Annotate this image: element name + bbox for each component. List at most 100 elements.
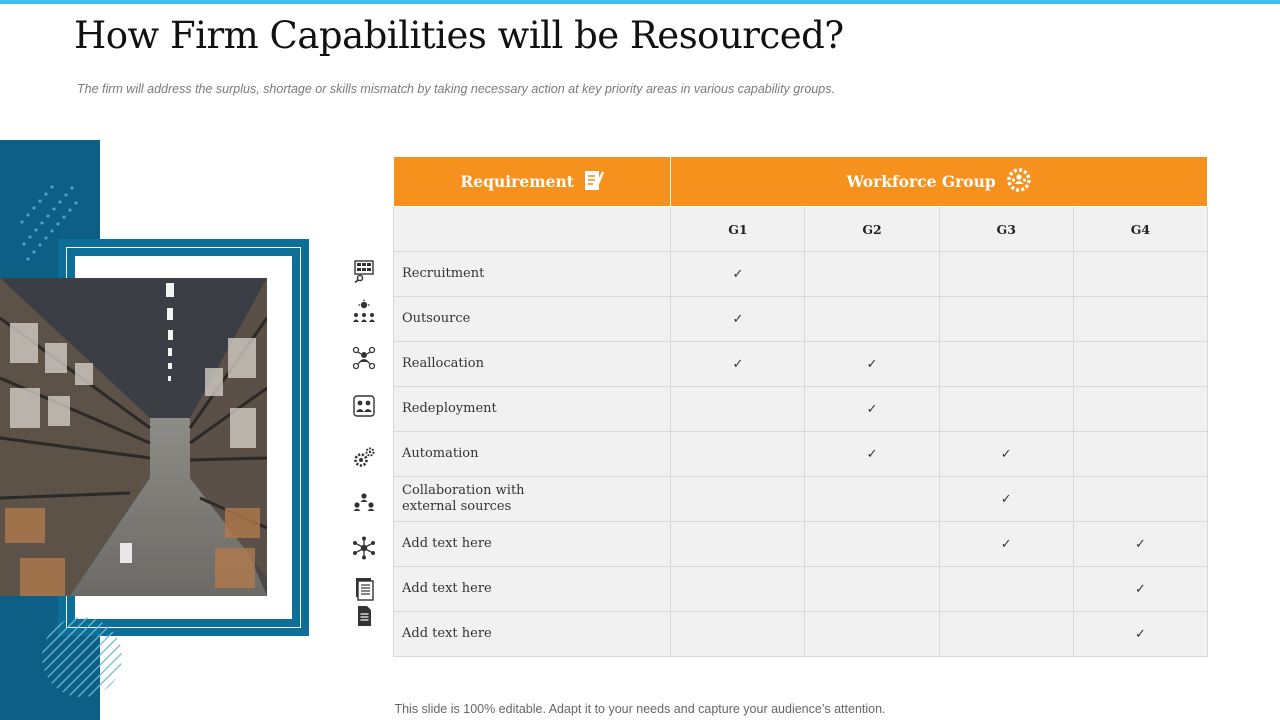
- check-mark: ✓: [732, 356, 744, 372]
- workforce-group-header-label: Workforce Group: [846, 172, 996, 191]
- group-header-row: G1 G2 G3 G4: [392, 206, 1209, 252]
- recruitment-icon: [354, 260, 374, 283]
- requirement-label-line: Redeployment: [402, 401, 497, 416]
- checklist-icon: [584, 171, 604, 190]
- check-cell-g2: ✓: [804, 386, 940, 432]
- slide-subtitle: The firm will address the surplus, short…: [77, 82, 835, 96]
- requirement-label: Recruitment: [392, 251, 672, 297]
- check-cell-g2: ✓: [804, 341, 940, 387]
- collaboration-icon: [353, 493, 375, 511]
- requirement-label-line: Reallocation: [402, 356, 484, 371]
- footer-note: This slide is 100% editable. Adapt it to…: [394, 702, 886, 716]
- check-cell-g2: [804, 566, 940, 612]
- network-icon: [353, 536, 375, 560]
- top-accent-bar: [0, 0, 1280, 4]
- check-cell-g4: [1072, 251, 1209, 297]
- check-cell-g2: [804, 476, 940, 522]
- requirement-header: Requirement: [392, 156, 672, 207]
- slide-title: How Firm Capabilities will be Resourced?: [74, 14, 844, 57]
- requirement-label-line: Recruitment: [402, 266, 485, 281]
- table-row: Automation ✓ ✓: [392, 431, 1209, 477]
- table-row: Outsource ✓: [392, 296, 1209, 342]
- check-cell-g1: ✓: [670, 341, 806, 387]
- check-mark: ✓: [866, 401, 878, 417]
- check-cell-g3: ✓: [938, 521, 1074, 567]
- empty-cell: [392, 206, 672, 252]
- documents-icon: [356, 578, 374, 601]
- reallocation-icon: [352, 346, 376, 370]
- check-cell-g1: [670, 386, 806, 432]
- check-mark: ✓: [1000, 536, 1012, 552]
- check-cell-g4: ✓: [1072, 521, 1209, 567]
- check-cell-g2: [804, 521, 940, 567]
- requirement-header-label: Requirement: [460, 172, 574, 191]
- requirement-label: Collaboration with external sources: [392, 476, 672, 522]
- group-label-g2: G2: [804, 206, 940, 252]
- requirement-label-line: external sources: [402, 499, 512, 514]
- table-row: Collaboration with external sources ✓: [392, 476, 1209, 522]
- requirement-label: Outsource: [392, 296, 672, 342]
- requirement-label-line: Add text here: [402, 536, 492, 551]
- table-row: Add text here ✓: [392, 566, 1209, 612]
- capabilities-table: Requirement Workforce Group: [392, 156, 1209, 657]
- check-mark: ✓: [866, 356, 878, 372]
- requirement-label-line: Automation: [402, 446, 479, 461]
- check-cell-g3: [938, 386, 1074, 432]
- check-mark: ✓: [732, 311, 744, 327]
- check-cell-g3: ✓: [938, 431, 1074, 477]
- check-cell-g4: ✓: [1072, 566, 1209, 612]
- check-cell-g2: [804, 296, 940, 342]
- redeployment-icon: [353, 395, 375, 417]
- check-cell-g4: [1072, 386, 1209, 432]
- requirement-label: Reallocation: [392, 341, 672, 387]
- outsource-icon: [353, 299, 375, 322]
- requirement-label-line: Collaboration with: [402, 483, 525, 498]
- dotted-lines-decoration: [20, 185, 78, 261]
- check-cell-g4: [1072, 341, 1209, 387]
- check-cell-g3: [938, 341, 1074, 387]
- check-cell-g4: [1072, 431, 1209, 477]
- requirement-label-line: Outsource: [402, 311, 471, 326]
- group-label-g1: G1: [670, 206, 806, 252]
- table-row: Redeployment ✓: [392, 386, 1209, 432]
- check-cell-g2: [804, 611, 940, 657]
- check-cell-g4: [1072, 296, 1209, 342]
- check-cell-g3: ✓: [938, 476, 1074, 522]
- check-mark: ✓: [1000, 491, 1012, 507]
- check-mark: ✓: [1134, 626, 1146, 642]
- check-cell-g1: [670, 611, 806, 657]
- table-row: Add text here ✓ ✓: [392, 521, 1209, 567]
- check-cell-g1: [670, 566, 806, 612]
- requirement-label: Add text here: [392, 611, 672, 657]
- check-cell-g1: [670, 521, 806, 567]
- requirement-label: Add text here: [392, 521, 672, 567]
- check-cell-g4: [1072, 476, 1209, 522]
- check-mark: ✓: [1000, 446, 1012, 462]
- check-mark: ✓: [866, 446, 878, 462]
- gears-icon: [354, 447, 375, 467]
- check-cell-g4: ✓: [1072, 611, 1209, 657]
- check-mark: ✓: [732, 266, 744, 282]
- group-label-g3: G3: [938, 206, 1074, 252]
- check-cell-g3: [938, 296, 1074, 342]
- requirement-label: Add text here: [392, 566, 672, 612]
- check-cell-g1: [670, 431, 806, 477]
- workforce-group-header: Workforce Group: [670, 156, 1208, 207]
- requirement-label: Redeployment: [392, 386, 672, 432]
- table-row: Recruitment ✓: [392, 251, 1209, 297]
- requirement-label-line: Add text here: [402, 626, 492, 641]
- file-icon: [358, 606, 371, 626]
- check-cell-g1: ✓: [670, 251, 806, 297]
- check-cell-g3: [938, 611, 1074, 657]
- check-cell-g1: [670, 476, 806, 522]
- check-mark: ✓: [1134, 581, 1146, 597]
- table-row: Reallocation ✓ ✓: [392, 341, 1209, 387]
- check-cell-g2: [804, 251, 940, 297]
- striped-circle-decoration: [42, 617, 122, 697]
- requirement-label: Automation: [392, 431, 672, 477]
- team-gear-icon: [1006, 168, 1031, 192]
- check-cell-g3: [938, 251, 1074, 297]
- check-mark: ✓: [1134, 536, 1146, 552]
- check-cell-g1: ✓: [670, 296, 806, 342]
- warehouse-photo: [0, 278, 267, 596]
